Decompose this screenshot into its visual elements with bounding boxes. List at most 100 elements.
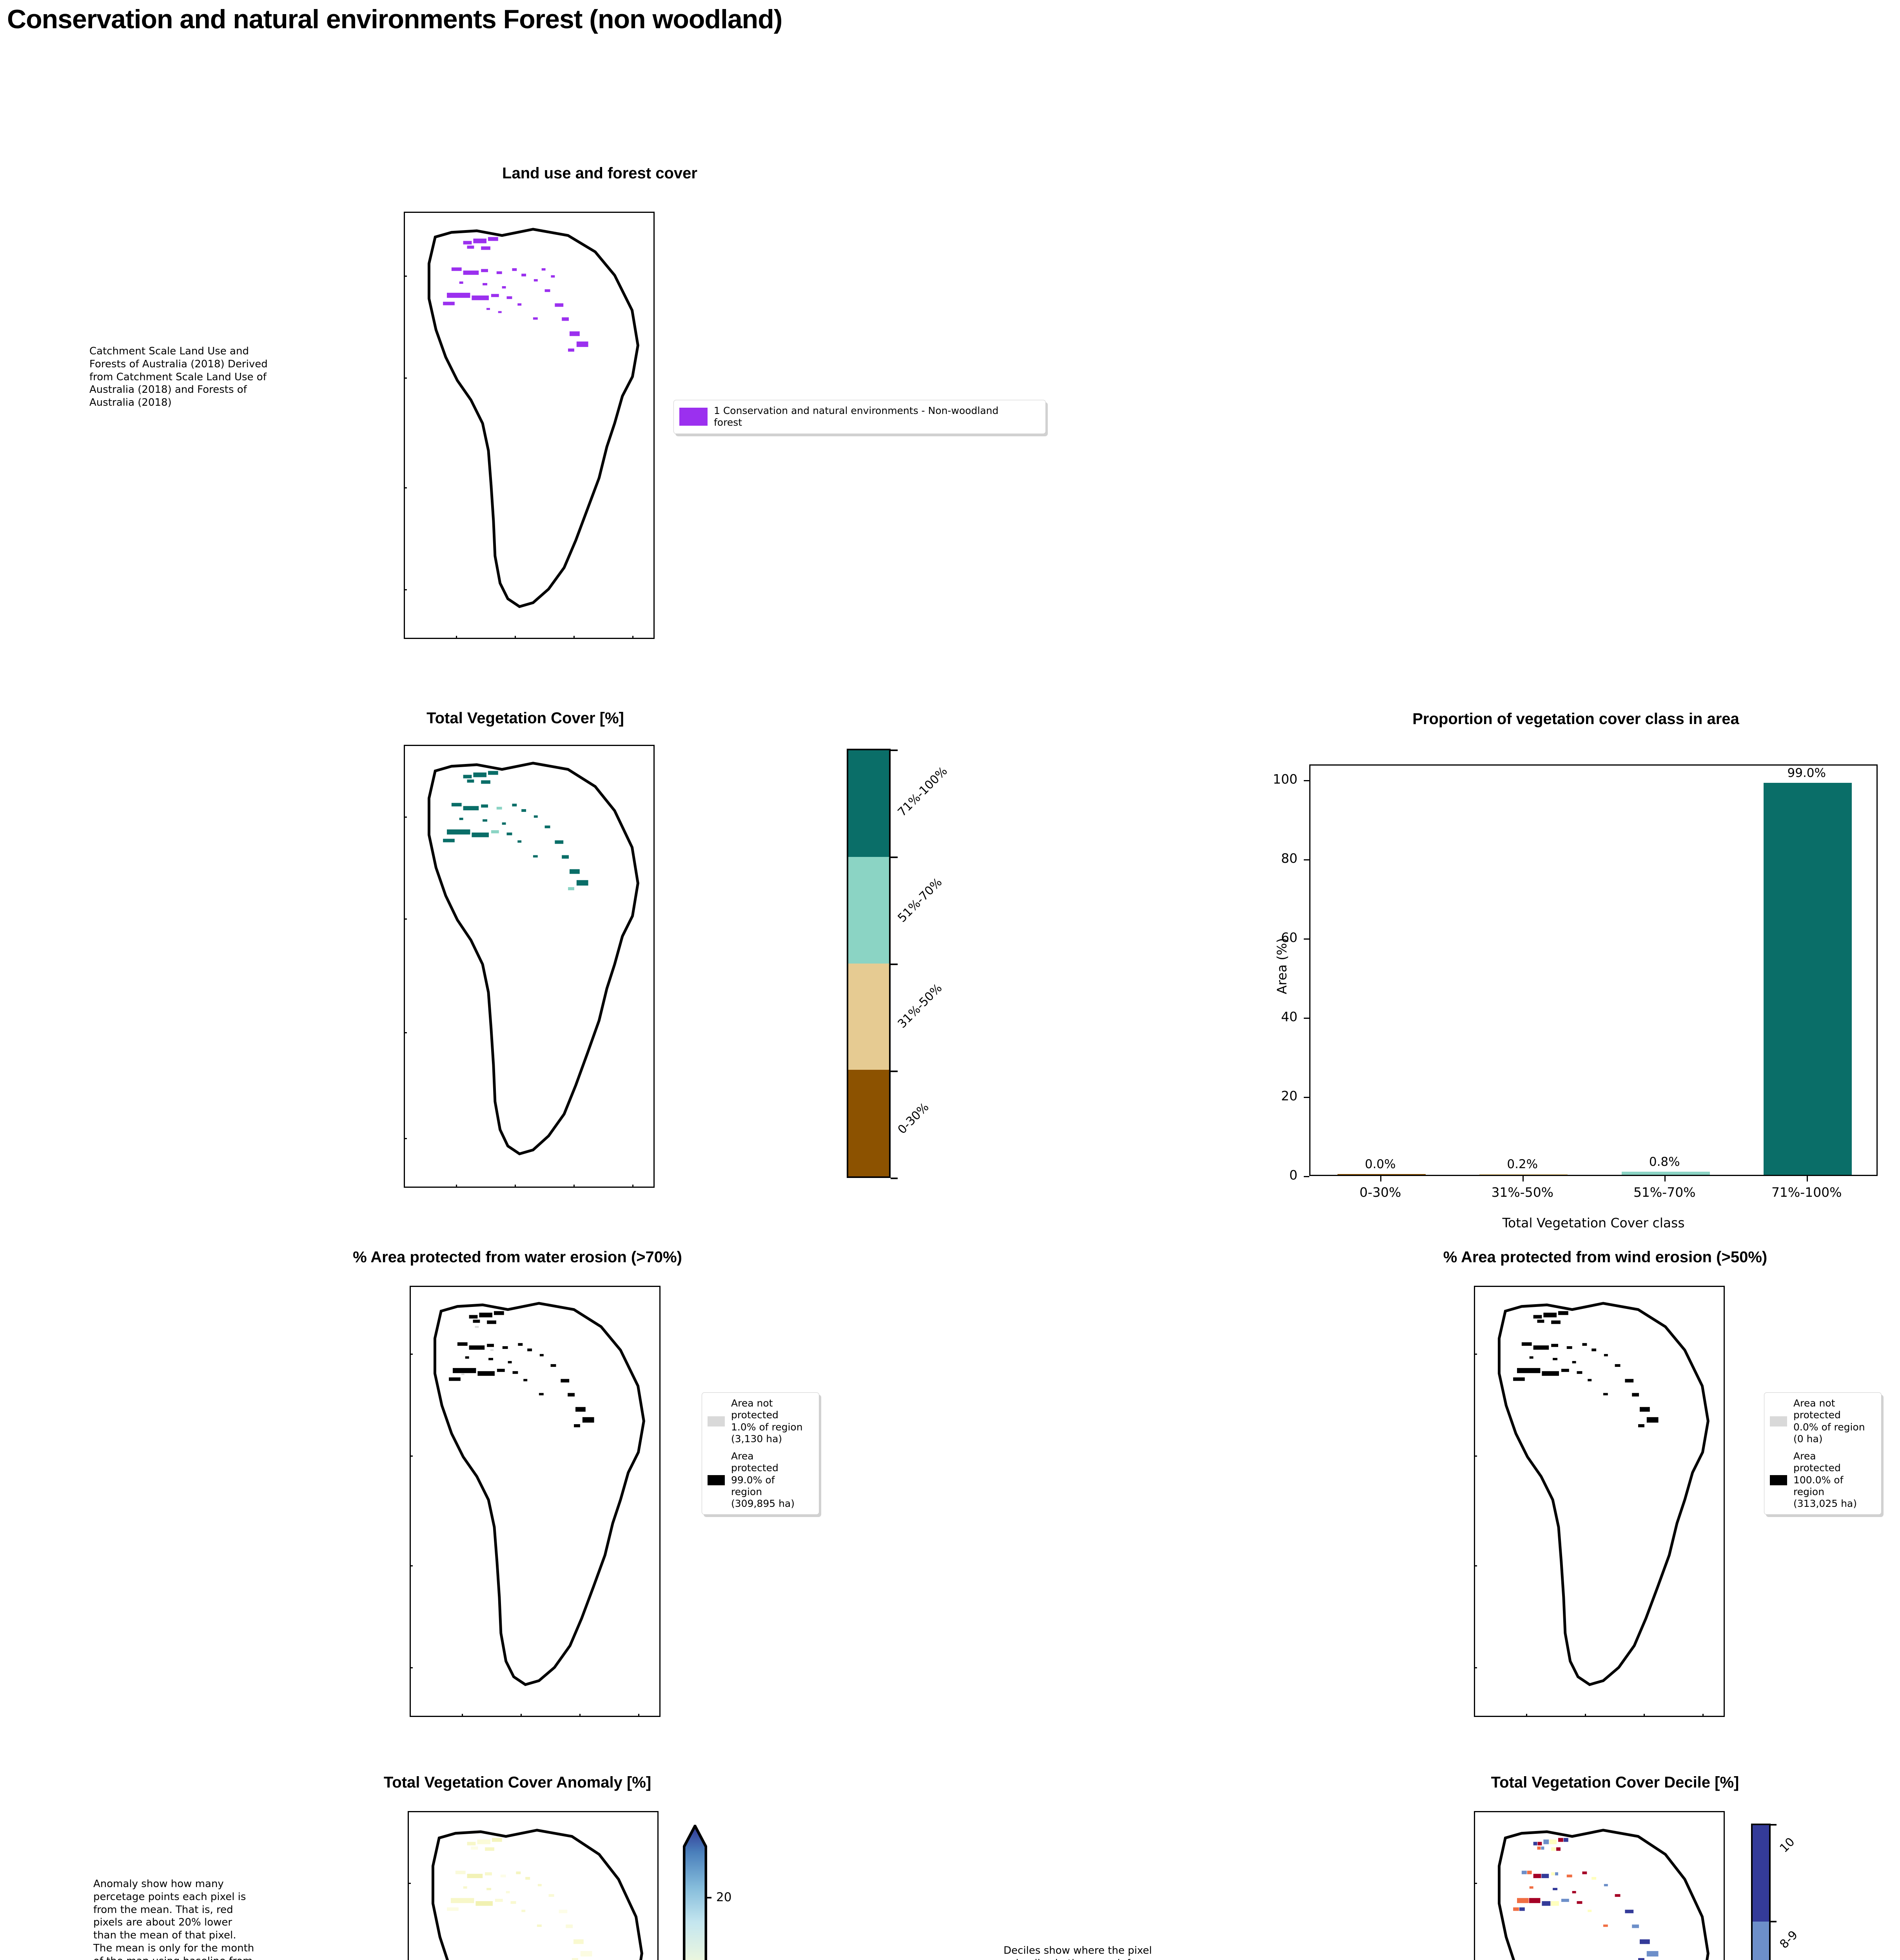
map-tick bbox=[632, 636, 633, 638]
bar-y-tick-mark bbox=[1304, 1097, 1309, 1098]
bar-0-30%[interactable] bbox=[1337, 1174, 1426, 1175]
map-tick bbox=[1475, 1455, 1477, 1457]
map-tick bbox=[405, 487, 407, 488]
map-tick bbox=[573, 1185, 575, 1187]
map-tick bbox=[515, 1185, 516, 1187]
cbar-segment-71-100 bbox=[848, 750, 889, 857]
landuse-panel-title: Land use and forest cover bbox=[502, 165, 697, 182]
map-tick bbox=[405, 918, 407, 920]
water-erosion-protected-pixels bbox=[449, 1311, 594, 1428]
map-tick bbox=[405, 276, 407, 277]
map-tick bbox=[462, 1714, 463, 1716]
map-tick bbox=[405, 589, 407, 590]
cbar-label-51-70: 51%-70% bbox=[895, 875, 945, 925]
cbar-segment-10 bbox=[1753, 1825, 1769, 1922]
bar-x-tick-mark bbox=[1664, 1176, 1666, 1181]
map-tick bbox=[411, 1565, 413, 1566]
bar-71%-100%[interactable] bbox=[1764, 783, 1852, 1175]
wind-erosion-panel-title: % Area protected from wind erosion (>50%… bbox=[1443, 1249, 1768, 1266]
landuse-map[interactable] bbox=[404, 212, 655, 639]
map-tick bbox=[1475, 1565, 1477, 1566]
anomaly-colorbar[interactable] bbox=[683, 1825, 707, 1960]
bar-x-tick-label: 71%-100% bbox=[1771, 1185, 1842, 1200]
barchart-plot-area[interactable] bbox=[1309, 764, 1878, 1176]
map-tick bbox=[405, 1032, 407, 1033]
bar-y-tick-label: 20 bbox=[1281, 1088, 1298, 1104]
vegcover-pixels bbox=[443, 771, 588, 891]
landuse-legend[interactable]: 1 Conservation and natural environments … bbox=[673, 400, 1046, 434]
bar-y-tick-mark bbox=[1304, 780, 1309, 782]
cbar-segment-51-70 bbox=[848, 857, 889, 964]
page-title: Conservation and natural environments Fo… bbox=[7, 4, 782, 34]
legend-swatch-protected bbox=[708, 1475, 725, 1485]
map-tick bbox=[1526, 1714, 1527, 1716]
decile-cbar-label-10: 10 bbox=[1777, 1835, 1798, 1855]
bar-x-tick-mark bbox=[1522, 1176, 1524, 1181]
bar-x-tick-label: 51%-70% bbox=[1633, 1185, 1696, 1200]
cbar-label-71-100: 71%-100% bbox=[895, 764, 950, 819]
landuse-forest-pixels bbox=[443, 237, 588, 352]
bar-y-tick-label: 0 bbox=[1289, 1167, 1298, 1183]
legend-item: Area not protected 0.0% of region (0 ha) bbox=[1770, 1397, 1876, 1445]
landuse-source-note: Catchment Scale Land Use and Forests of … bbox=[89, 345, 268, 408]
bar-y-tick-mark bbox=[1304, 938, 1309, 940]
map-tick bbox=[1475, 1883, 1477, 1884]
legend-item: Area protected 99.0% of region (309,895 … bbox=[708, 1450, 813, 1510]
vegcover-map-outline bbox=[427, 762, 639, 1156]
decile-map[interactable] bbox=[1474, 1811, 1725, 1960]
decile-panel-title: Total Vegetation Cover Decile [%] bbox=[1491, 1774, 1739, 1791]
legend-label-protected: Area protected 99.0% of region (309,895 … bbox=[731, 1450, 795, 1509]
anomaly-pixels bbox=[447, 1838, 592, 1960]
legend-label-not-protected: Area not protected 0.0% of region (0 ha) bbox=[1793, 1397, 1865, 1445]
bar-31%-50%[interactable] bbox=[1479, 1174, 1568, 1175]
bar-51%-70%[interactable] bbox=[1621, 1171, 1710, 1175]
barchart-y-axis-label: Area (%) bbox=[1274, 938, 1290, 995]
bar-y-tick-mark bbox=[1304, 859, 1309, 861]
anomaly-cbar-tick bbox=[706, 1897, 711, 1898]
anomaly-panel-title: Total Vegetation Cover Anomaly [%] bbox=[383, 1774, 651, 1791]
map-tick bbox=[409, 1883, 411, 1884]
water-erosion-map[interactable] bbox=[410, 1286, 661, 1717]
map-tick bbox=[573, 636, 575, 638]
barchart-title: Proportion of vegetation cover class in … bbox=[1412, 710, 1739, 728]
landuse-map-outline bbox=[427, 228, 639, 608]
legend-label-not-protected: Area not protected 1.0% of region (3,130… bbox=[731, 1397, 803, 1445]
legend-label-protected: Area protected 100.0% of region (313,025… bbox=[1793, 1450, 1857, 1509]
map-tick bbox=[1644, 1714, 1645, 1716]
water-erosion-unprotected-pixels bbox=[461, 1326, 494, 1375]
map-tick bbox=[405, 1138, 407, 1139]
map-tick bbox=[521, 1714, 522, 1716]
map-tick bbox=[456, 1185, 457, 1187]
map-tick bbox=[632, 1185, 633, 1187]
vegcover-colorbar[interactable] bbox=[847, 749, 891, 1178]
map-tick bbox=[411, 1667, 413, 1668]
cbar-tick bbox=[891, 964, 898, 965]
legend-swatch-not-protected bbox=[1770, 1416, 1787, 1426]
map-tick bbox=[579, 1714, 581, 1716]
vegcover-panel-title: Total Vegetation Cover [%] bbox=[426, 710, 624, 727]
water-erosion-map-outline bbox=[433, 1302, 645, 1686]
anomaly-map[interactable] bbox=[408, 1811, 659, 1960]
map-tick bbox=[515, 636, 516, 638]
water-erosion-panel-title: % Area protected from water erosion (>70… bbox=[353, 1249, 682, 1266]
cbar-label-31-50: 31%-50% bbox=[895, 981, 945, 1031]
water-erosion-legend[interactable]: Area not protected 1.0% of region (3,130… bbox=[702, 1392, 819, 1515]
wind-erosion-legend[interactable]: Area not protected 0.0% of region (0 ha)… bbox=[1764, 1392, 1882, 1515]
anomaly-map-outline bbox=[431, 1829, 643, 1960]
decile-colorbar[interactable] bbox=[1751, 1824, 1771, 1960]
map-tick bbox=[638, 1714, 639, 1716]
vegcover-map[interactable] bbox=[404, 745, 655, 1188]
bar-x-tick-mark bbox=[1380, 1176, 1382, 1181]
cbar-tick bbox=[891, 857, 898, 858]
map-tick bbox=[411, 1354, 413, 1355]
cbar-label-0-30: 0-30% bbox=[895, 1100, 932, 1137]
barchart-x-axis-label: Total Vegetation Cover class bbox=[1502, 1215, 1685, 1230]
bar-x-tick-label: 0-30% bbox=[1359, 1185, 1401, 1200]
bar-y-tick-mark bbox=[1304, 1176, 1309, 1177]
map-tick bbox=[1585, 1714, 1586, 1716]
map-tick bbox=[1475, 1667, 1477, 1668]
wind-erosion-map[interactable] bbox=[1474, 1286, 1725, 1717]
landuse-legend-label: 1 Conservation and natural environments … bbox=[714, 405, 999, 428]
map-tick bbox=[411, 1455, 413, 1457]
anomaly-cbar-label-20: 20 bbox=[716, 1890, 732, 1904]
